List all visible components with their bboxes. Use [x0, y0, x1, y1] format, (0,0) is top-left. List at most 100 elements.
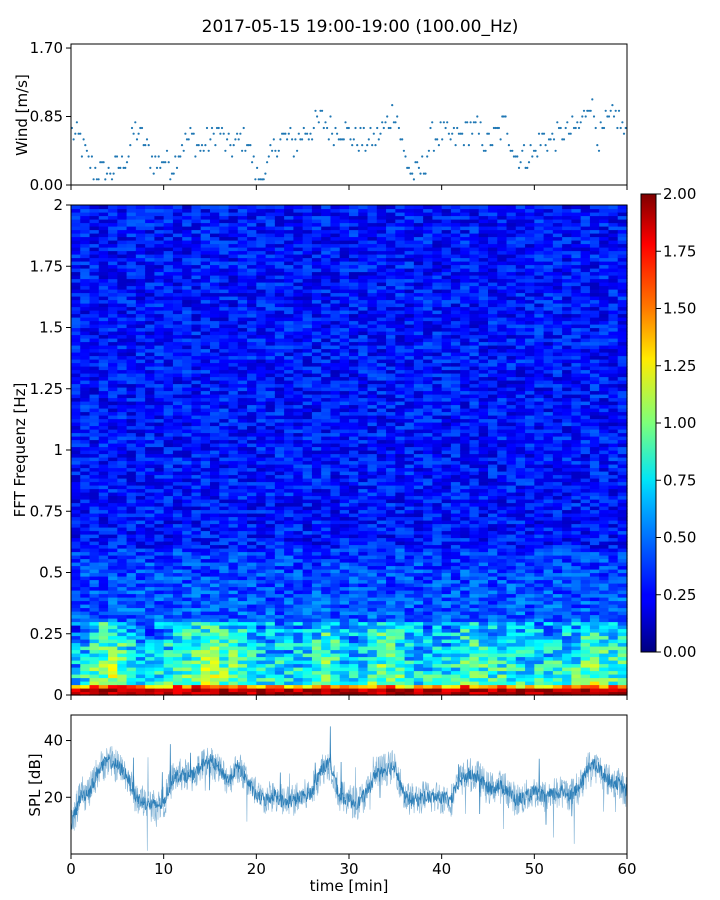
- spectrogram-cell: [349, 586, 359, 591]
- wind-point: [145, 138, 149, 141]
- spectrogram-cell: [219, 628, 230, 633]
- spectrogram-cell: [117, 621, 128, 626]
- spectrogram-cell: [330, 408, 341, 413]
- spectrogram-cell: [349, 478, 359, 483]
- spectrogram-cell: [367, 331, 378, 336]
- spectrogram-cell: [163, 551, 174, 556]
- spectrogram-cell: [302, 285, 313, 290]
- spectrogram-cell: [339, 544, 350, 549]
- spectrogram-cell: [349, 541, 359, 546]
- spectrogram-cell: [117, 639, 128, 644]
- spectrogram-cell: [293, 383, 304, 388]
- spectrogram-cell: [274, 474, 285, 479]
- spectrogram-cell: [191, 275, 202, 280]
- wind-point: [346, 126, 349, 130]
- spectrogram-cell: [154, 443, 165, 448]
- spectrogram-cell: [358, 688, 369, 693]
- spectrogram-cell: [71, 691, 81, 696]
- spectrogram-cell: [265, 247, 276, 252]
- spectrogram-cell: [302, 677, 313, 682]
- spectrogram-cell: [228, 390, 239, 395]
- spectrogram-cell: [330, 558, 341, 563]
- spectrogram-cell: [358, 215, 369, 220]
- spectrogram-cell: [367, 205, 378, 210]
- spectrogram-cell: [71, 292, 81, 297]
- spectrogram-cell: [228, 247, 239, 252]
- spectrogram-cell: [237, 278, 248, 283]
- spectrogram-cell: [154, 453, 165, 458]
- spectrogram-cell: [247, 674, 257, 679]
- spectrogram-cell: [349, 415, 359, 420]
- spectrogram-cell: [321, 656, 332, 661]
- spectrogram-cell: [274, 558, 285, 563]
- spectrogram-cell: [302, 250, 313, 255]
- spectrogram-cell: [126, 362, 137, 367]
- spectrogram-cell: [182, 618, 193, 623]
- spectrogram-cell: [330, 670, 341, 675]
- spectrogram-cell: [367, 537, 378, 542]
- spectrogram-cell: [219, 257, 230, 262]
- spectrogram-cell: [163, 681, 174, 686]
- spectrogram-cell: [256, 296, 267, 301]
- spectrogram-cell: [265, 621, 276, 626]
- spectrogram-cell: [200, 495, 211, 500]
- spectrogram-cell: [135, 383, 146, 388]
- spectrogram-cell: [191, 331, 202, 336]
- spectrogram-cell: [302, 555, 313, 560]
- spectrogram-cell: [265, 460, 276, 465]
- spectrogram-cell: [349, 439, 359, 444]
- spectrogram-cell: [145, 355, 155, 360]
- spectrogram-cell: [98, 656, 109, 661]
- spectrogram-cell: [182, 233, 193, 238]
- spectrogram-cell: [219, 607, 230, 612]
- spectrogram-cell: [172, 548, 183, 553]
- spectrogram-cell: [135, 250, 146, 255]
- spectrogram-cell: [237, 611, 248, 616]
- spectrogram-cell: [219, 597, 230, 602]
- spectrogram-cell: [237, 618, 248, 623]
- spectrogram-cell: [200, 520, 211, 525]
- spectrogram-cell: [200, 646, 211, 651]
- wind-point: [581, 115, 584, 118]
- spectrogram-cell: [98, 611, 109, 616]
- spectrogram-cell: [182, 674, 193, 679]
- spectrogram-cell: [376, 625, 387, 630]
- spectrogram-cell: [135, 464, 146, 469]
- spectrogram-cell: [367, 464, 378, 469]
- spectrogram-cell: [145, 611, 155, 616]
- spectrogram-cell: [228, 621, 239, 626]
- spectrogram-cell: [80, 331, 91, 336]
- spectrogram-cell: [274, 226, 285, 231]
- spectrogram-cell: [311, 471, 322, 476]
- spectrogram-cell: [145, 331, 155, 336]
- spectrogram-cell: [108, 373, 118, 378]
- spectrogram-cell: [247, 681, 257, 686]
- spectrogram-cell: [219, 275, 230, 280]
- spectrogram-cell: [98, 492, 109, 497]
- spectrogram-cell: [367, 492, 378, 497]
- spectrogram-cell: [191, 219, 202, 224]
- spectrogram-cell: [172, 373, 183, 378]
- spectrogram-cell: [182, 352, 193, 357]
- spectrogram-cell: [126, 289, 137, 294]
- spectrogram-cell: [135, 285, 146, 290]
- spectrogram-cell: [163, 663, 174, 668]
- spectrogram-cell: [145, 509, 155, 514]
- spectrogram-cell: [256, 401, 267, 406]
- spectrogram-cell: [358, 320, 369, 325]
- spectrogram-cell: [191, 376, 202, 381]
- spectrogram-cell: [126, 310, 137, 315]
- spectrogram-cell: [293, 264, 304, 269]
- wind-point: [252, 155, 255, 158]
- spectrogram-cell: [154, 607, 165, 612]
- spectrogram-cell: [358, 233, 369, 238]
- spectrogram-cell: [330, 254, 341, 259]
- spectrogram-cell: [89, 583, 100, 588]
- spectrogram-cell: [256, 247, 267, 252]
- spectrogram-cell: [358, 282, 369, 287]
- spectrogram-cell: [145, 404, 155, 409]
- spectrogram-cell: [145, 205, 155, 210]
- spectrogram-cell: [247, 660, 257, 665]
- spectrogram-cell: [117, 509, 128, 514]
- spectrogram-cell: [293, 257, 304, 262]
